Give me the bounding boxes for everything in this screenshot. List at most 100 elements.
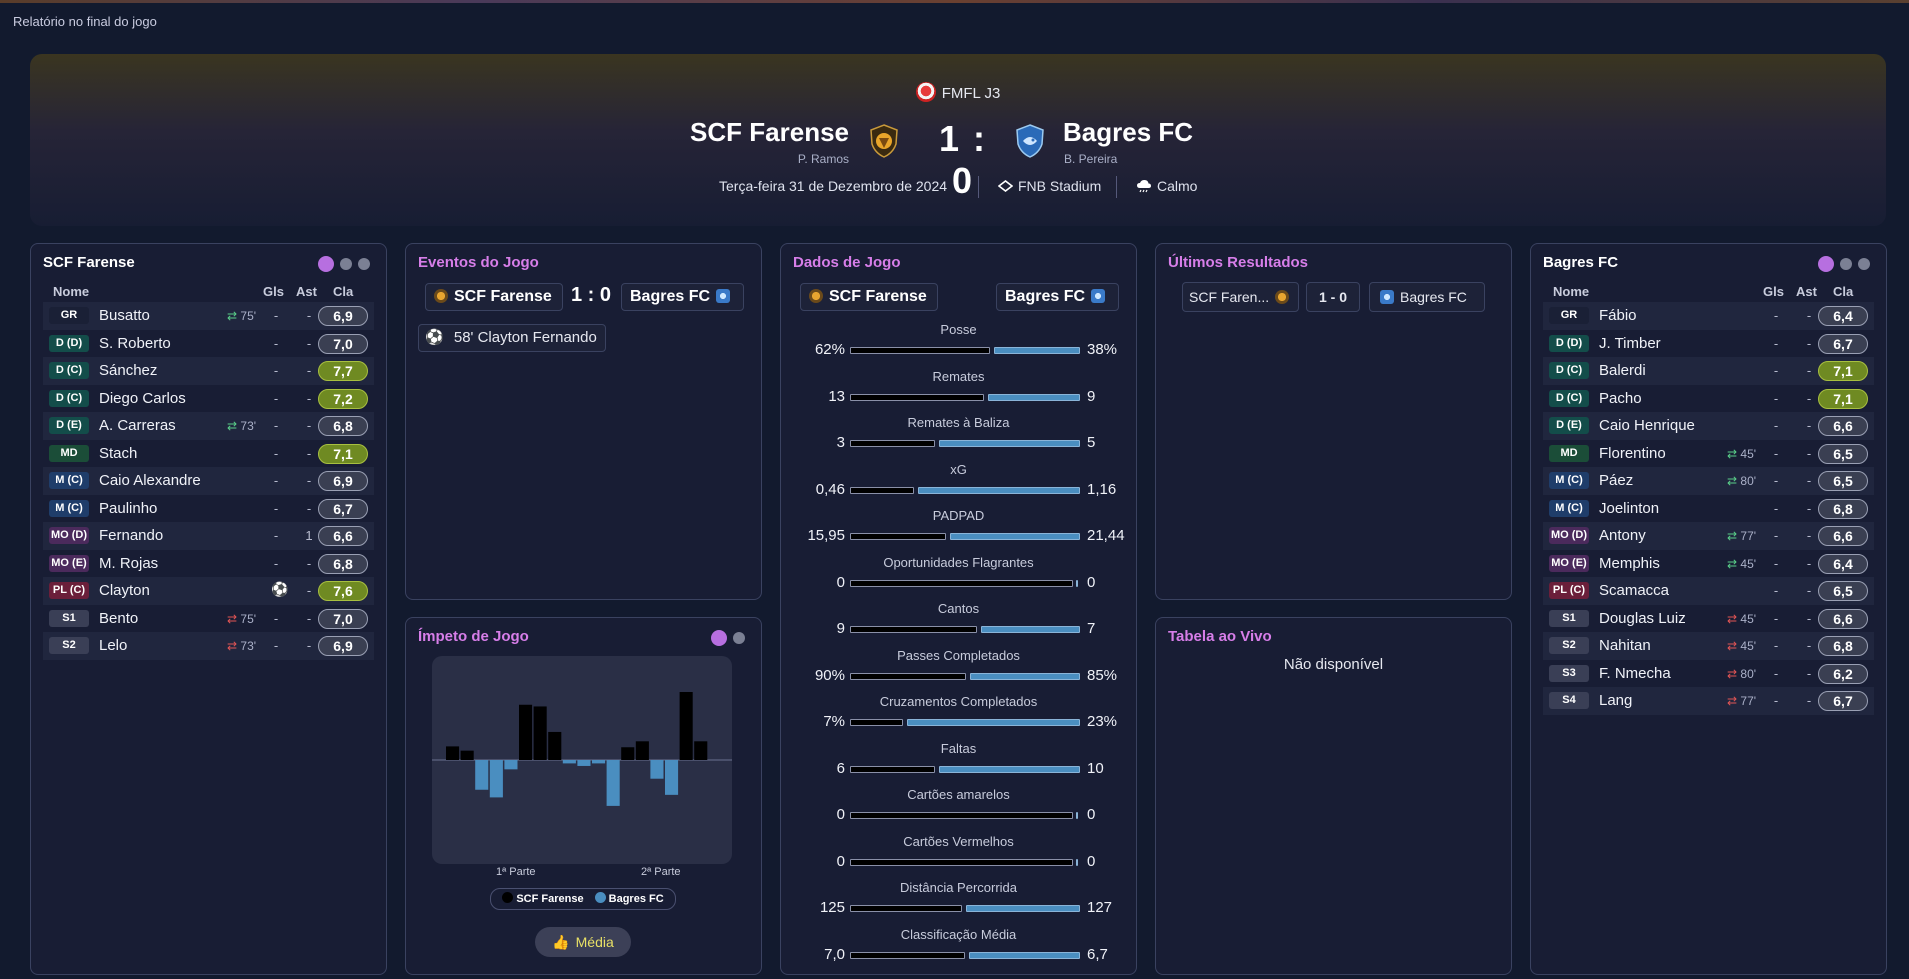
player-row[interactable]: D (C) Balerdi - -7,1 [1543,357,1874,385]
player-name[interactable]: Nahitan [1599,637,1651,654]
player-row[interactable]: M (C) Páez ⇄ 80' - -6,5 [1543,467,1874,495]
player-rating[interactable]: 6,7 [1818,691,1868,711]
view-dot-3[interactable] [1858,257,1870,270]
player-name[interactable]: Memphis [1599,554,1660,572]
momentum-dot-1[interactable] [711,629,727,646]
player-name[interactable]: F. Nmecha [1599,664,1671,682]
player-name[interactable]: Balerdi [1599,362,1646,379]
recent-score[interactable]: 1 - 0 [1306,282,1360,312]
player-row[interactable]: D (D) J. Timber - -6,7 [1543,330,1874,358]
away-coach[interactable]: B. Pereira [1064,152,1118,166]
events-home-team[interactable]: SCF Farense [425,283,563,311]
player-row[interactable]: D (D) S. Roberto - -7,0 [43,330,374,358]
col-ast[interactable]: Ast [296,284,317,299]
away-team-name[interactable]: Bagres FC [1063,117,1194,147]
player-row[interactable]: S2 Lelo ⇄ 73' - -6,9 [43,632,374,660]
player-row[interactable]: M (C) Joelinton - -6,8 [1543,495,1874,523]
recent-home-team[interactable]: SCF Faren... [1182,282,1299,312]
view-dot-2[interactable] [1840,257,1852,270]
player-row[interactable]: D (C) Pacho - -7,1 [1543,385,1874,413]
player-name[interactable]: Paulinho [99,499,158,517]
player-name[interactable]: Busatto [99,307,150,324]
player-name[interactable]: Diego Carlos [99,389,186,407]
player-rating[interactable]: 6,6 [318,526,368,546]
player-rating[interactable]: 6,9 [318,306,368,326]
player-rating[interactable]: 7,2 [318,388,368,409]
player-row[interactable]: MO (E) M. Rojas - -6,8 [43,550,374,578]
player-row[interactable]: D (C) Diego Carlos - -7,2 [43,385,374,413]
player-name[interactable]: Páez [1599,472,1634,489]
player-rating[interactable]: 7,1 [1818,388,1868,409]
player-rating[interactable]: 7,1 [1818,361,1868,381]
player-rating[interactable]: 6,8 [1818,498,1868,519]
player-name[interactable]: S. Roberto [99,334,171,352]
player-name[interactable]: J. Timber [1599,334,1661,352]
player-row[interactable]: MO (D) Fernando - 1 6,6 [43,522,374,550]
home-coach[interactable]: P. Ramos [797,152,849,166]
player-rating[interactable]: 7,0 [318,333,368,354]
player-rating[interactable]: 6,9 [318,471,368,491]
player-row[interactable]: D (E) A. Carreras ⇄ 73' - -6,8 [43,412,374,440]
player-row[interactable]: M (C) Paulinho - -6,7 [43,495,374,523]
player-rating[interactable]: 7,6 [318,581,368,601]
events-away-team[interactable]: Bagres FC [621,283,744,311]
col-gls[interactable]: Gls [263,284,284,299]
player-rating[interactable]: 6,5 [1818,581,1868,601]
player-name[interactable]: Antony [1599,527,1646,544]
view-dot-1[interactable] [318,255,334,272]
player-rating[interactable]: 6,6 [1818,608,1868,629]
player-name[interactable]: Clayton [99,582,150,599]
player-rating[interactable]: 6,8 [318,416,368,436]
player-rating[interactable]: 6,7 [1818,333,1868,354]
player-name[interactable]: Caio Alexandre [99,472,201,489]
player-name[interactable]: Fábio [1599,307,1637,324]
player-row[interactable]: MD Stach - -7,1 [43,440,374,468]
stats-home-team[interactable]: SCF Farense [800,283,938,311]
view-dot-2[interactable] [340,257,352,270]
col-cla[interactable]: Cla [1833,284,1854,299]
player-rating[interactable]: 6,8 [318,553,368,574]
player-name[interactable]: Scamacca [1599,582,1670,599]
stats-away-team[interactable]: Bagres FC [996,283,1119,311]
view-dot-3[interactable] [358,257,370,270]
player-name[interactable]: Florentino [1599,444,1666,462]
player-row[interactable]: M (C) Caio Alexandre - -6,9 [43,467,374,495]
col-name[interactable]: Nome [1553,284,1590,299]
player-row[interactable]: PL (C) Clayton ⚽ -7,6 [43,577,374,605]
player-name[interactable]: Stach [99,444,138,462]
player-rating[interactable]: 7,0 [318,608,368,629]
col-cla[interactable]: Cla [333,284,354,299]
player-name[interactable]: Fernando [99,527,164,544]
player-rating[interactable]: 6,6 [1818,526,1868,546]
player-row[interactable]: D (C) Sánchez - -7,7 [43,357,374,385]
player-name[interactable]: Pacho [1599,389,1642,407]
player-rating[interactable]: 6,6 [1818,416,1868,436]
player-row[interactable]: GR Busatto ⇄ 75' - -6,9 [43,302,374,330]
player-rating[interactable]: 7,7 [318,361,368,381]
player-name[interactable]: Douglas Luiz [1599,609,1686,627]
player-rating[interactable]: 6,2 [1818,663,1868,684]
player-row[interactable]: PL (C) Scamacca - -6,5 [1543,577,1874,605]
player-row[interactable]: S1 Douglas Luiz ⇄ 45' - -6,6 [1543,605,1874,633]
player-row[interactable]: S4 Lang ⇄ 77' - -6,7 [1543,687,1874,715]
player-row[interactable]: GR Fábio - -6,4 [1543,302,1874,330]
stadium[interactable]: FNB Stadium [997,178,1101,194]
player-name[interactable]: Caio Henrique [1599,417,1695,434]
player-rating[interactable]: 6,5 [1818,471,1868,491]
player-name[interactable]: A. Carreras [99,417,176,434]
player-name[interactable]: Lelo [99,637,128,654]
player-name[interactable]: M. Rojas [99,554,159,572]
col-ast[interactable]: Ast [1796,284,1817,299]
player-name[interactable]: Sánchez [99,362,158,379]
col-name[interactable]: Nome [53,284,90,299]
home-team-name[interactable]: SCF Farense [690,117,849,147]
player-rating[interactable]: 6,5 [1818,443,1868,464]
player-row[interactable]: S2 Nahitan ⇄ 45' - -6,8 [1543,632,1874,660]
player-row[interactable]: MO (D) Antony ⇄ 77' - -6,6 [1543,522,1874,550]
player-row[interactable]: S3 F. Nmecha ⇄ 80' - -6,2 [1543,660,1874,688]
player-rating[interactable]: 6,8 [1818,636,1868,656]
player-rating[interactable]: 6,4 [1818,553,1868,574]
event-item[interactable]: ⚽ 58' Clayton Fernando [418,324,606,352]
player-rating[interactable]: 6,4 [1818,306,1868,326]
player-name[interactable]: Bento [99,609,139,627]
